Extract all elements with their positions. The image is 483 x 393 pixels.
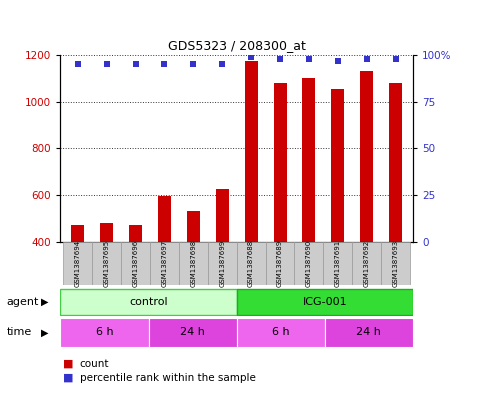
Point — [218, 61, 226, 68]
Bar — [331, 89, 344, 242]
Text: ■: ■ — [63, 358, 73, 369]
Text: percentile rank within the sample: percentile rank within the sample — [80, 373, 256, 383]
Text: 24 h: 24 h — [180, 327, 205, 338]
Text: ■: ■ — [63, 373, 73, 383]
Text: 6 h: 6 h — [272, 327, 289, 338]
Text: ▶: ▶ — [41, 297, 49, 307]
Bar — [149, 318, 237, 347]
Bar — [389, 83, 402, 242]
Text: ICG-001: ICG-001 — [302, 297, 347, 307]
Bar — [216, 189, 229, 242]
Text: agent: agent — [6, 297, 39, 307]
Point — [334, 57, 341, 64]
Text: 24 h: 24 h — [356, 327, 382, 338]
Text: GSM1387698: GSM1387698 — [190, 240, 196, 287]
Text: ▶: ▶ — [41, 327, 49, 338]
Bar — [63, 242, 92, 285]
Bar — [266, 242, 295, 285]
Text: GSM1387696: GSM1387696 — [132, 240, 139, 287]
Bar — [129, 225, 142, 242]
Point — [363, 55, 370, 62]
Bar — [100, 223, 113, 242]
Point — [132, 61, 140, 68]
Text: GSM1387694: GSM1387694 — [75, 240, 81, 287]
Point — [247, 54, 255, 60]
Text: GSM1387697: GSM1387697 — [161, 240, 168, 287]
Bar — [360, 72, 373, 242]
Text: GSM1387693: GSM1387693 — [393, 240, 398, 287]
Bar — [92, 242, 121, 285]
Text: count: count — [80, 358, 109, 369]
Bar — [187, 211, 200, 242]
Bar — [325, 318, 413, 347]
Bar — [237, 290, 413, 315]
Text: GSM1387691: GSM1387691 — [335, 240, 341, 287]
Point — [103, 61, 111, 68]
Bar — [352, 242, 381, 285]
Bar — [324, 242, 352, 285]
Text: GSM1387699: GSM1387699 — [219, 240, 225, 287]
Point — [276, 55, 284, 62]
Bar — [60, 290, 237, 315]
Bar — [244, 61, 257, 242]
Bar — [381, 242, 410, 285]
Text: GSM1387689: GSM1387689 — [277, 240, 283, 287]
Bar — [237, 318, 325, 347]
Bar — [302, 78, 315, 242]
Text: GSM1387690: GSM1387690 — [306, 240, 312, 287]
Text: GSM1387688: GSM1387688 — [248, 240, 254, 287]
Bar — [208, 242, 237, 285]
Bar — [121, 242, 150, 285]
Text: 6 h: 6 h — [96, 327, 113, 338]
Point — [160, 61, 168, 68]
Bar — [295, 242, 324, 285]
Text: GSM1387692: GSM1387692 — [364, 240, 369, 287]
Bar — [179, 242, 208, 285]
Bar — [237, 242, 266, 285]
Bar — [60, 318, 149, 347]
Text: time: time — [6, 327, 31, 338]
Point — [189, 61, 197, 68]
Title: GDS5323 / 208300_at: GDS5323 / 208300_at — [168, 39, 306, 52]
Point — [392, 55, 399, 62]
Text: GSM1387695: GSM1387695 — [104, 240, 110, 287]
Bar — [158, 196, 171, 242]
Bar — [150, 242, 179, 285]
Point — [74, 61, 82, 68]
Point — [305, 55, 313, 62]
Bar — [71, 225, 84, 242]
Bar — [273, 83, 286, 242]
Text: control: control — [129, 297, 168, 307]
